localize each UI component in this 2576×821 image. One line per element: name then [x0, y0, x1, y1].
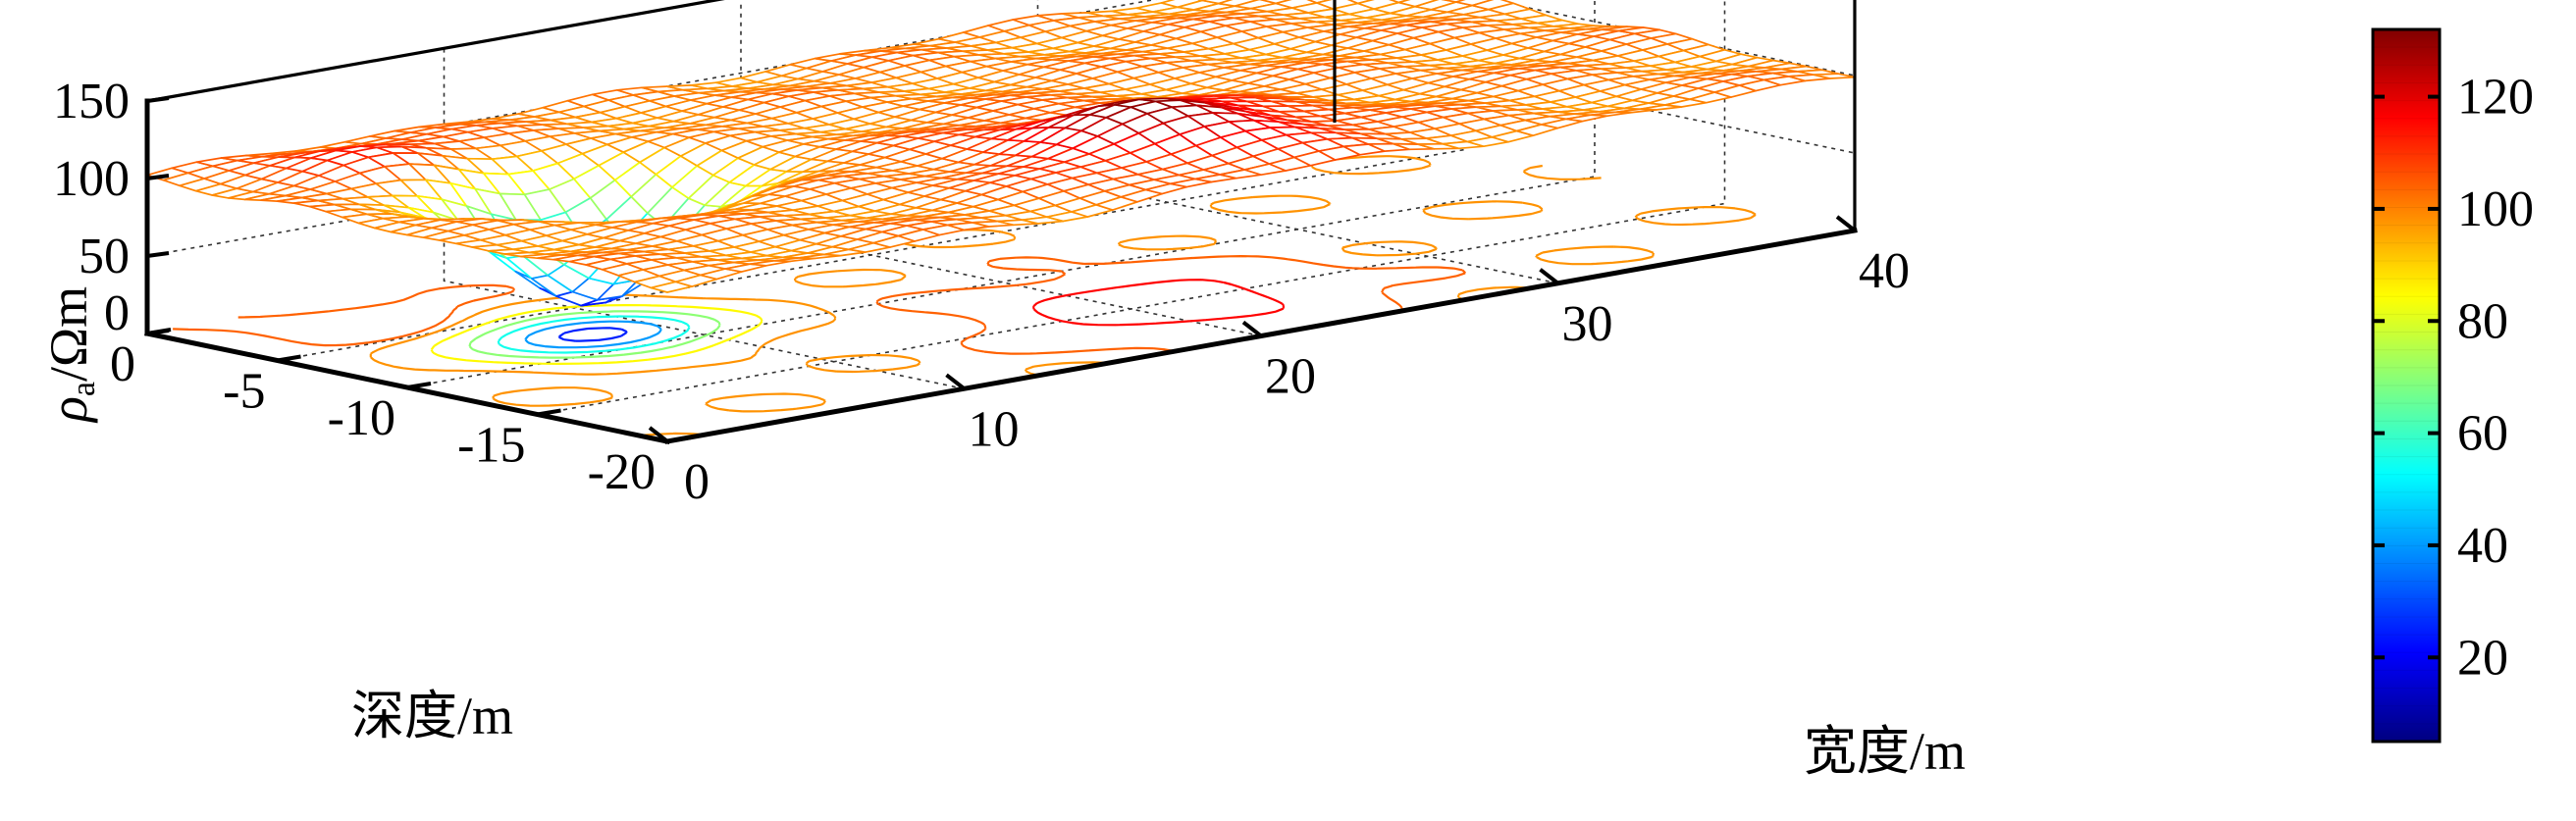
x-tick-label: 0 — [110, 336, 135, 392]
z-axis-label: ρa/Ωm — [39, 286, 102, 424]
x-tick-mark — [147, 330, 171, 334]
contour-line — [173, 256, 1465, 354]
z-axis-label-rho: ρ — [39, 396, 98, 424]
y-tick-mark — [1837, 217, 1855, 231]
colorbar-tick-label: 40 — [2457, 518, 2508, 574]
contour-line — [432, 305, 762, 364]
z-tick-label: 100 — [53, 151, 130, 207]
y-tick-label: 20 — [1265, 349, 1316, 405]
contour-line — [525, 322, 660, 348]
y-tick-label: 0 — [684, 454, 710, 510]
colorbar-tick-label: 60 — [2457, 406, 2508, 462]
x-tick-mark — [278, 357, 301, 361]
x-tick-label: -15 — [457, 418, 525, 474]
z-axis-label-sub: a — [66, 382, 102, 396]
colorbar-tick-label: 80 — [2457, 293, 2508, 349]
colorbar-tick-label: 100 — [2457, 181, 2534, 237]
y-axis-label: 宽度/m — [1804, 722, 1966, 781]
y-tick-label: 10 — [969, 401, 1020, 457]
y-tick-label: 30 — [1562, 296, 1613, 352]
z-tick-mark — [147, 98, 169, 101]
colorbar-tick-label: 120 — [2457, 70, 2534, 126]
colorbar: 20 40 60 80 100 120 — [2373, 29, 2534, 742]
z-tick-label: 0 — [104, 285, 130, 341]
x-tick-label: -20 — [588, 444, 656, 500]
z-tick-mark — [147, 253, 169, 256]
z-tick-label: 50 — [79, 229, 130, 284]
x-tick-mark — [407, 384, 431, 387]
x-tick-mark — [667, 437, 691, 441]
contour-line — [559, 328, 627, 340]
colorbar-tick-label: 20 — [2457, 630, 2508, 686]
z-axis-label-unit: /Ωm — [39, 286, 98, 382]
x-tick-mark — [538, 411, 561, 415]
x-tick-label: -5 — [223, 364, 265, 420]
y-tick-label: 40 — [1859, 243, 1910, 299]
x-axis-label: 深度/m — [351, 687, 513, 745]
x-tick-label: -10 — [328, 390, 395, 446]
z-tick-label: 150 — [53, 74, 130, 129]
contour-line — [1033, 280, 1284, 325]
